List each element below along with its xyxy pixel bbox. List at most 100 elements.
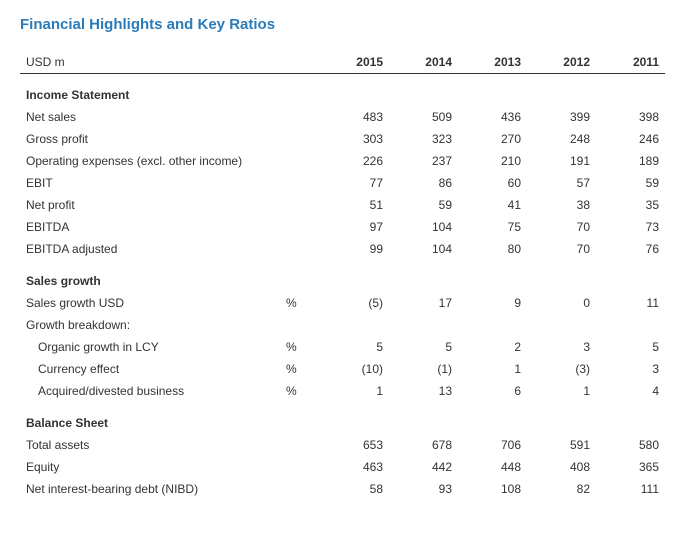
- col-year: 2015: [320, 51, 389, 74]
- row-unit: [280, 216, 320, 238]
- cell: 509: [389, 106, 458, 128]
- row-acquired-divested: Acquired/divested business % 1 13 6 1 4: [20, 380, 665, 402]
- cell: (3): [527, 358, 596, 380]
- cell: 86: [389, 172, 458, 194]
- section-heading: Balance Sheet: [20, 402, 665, 434]
- cell: 4: [596, 380, 665, 402]
- cell: 9: [458, 292, 527, 314]
- cell: 57: [527, 172, 596, 194]
- cell: (1): [389, 358, 458, 380]
- cell: 399: [527, 106, 596, 128]
- cell: 5: [596, 336, 665, 358]
- header-spacer: [280, 51, 320, 74]
- row-label: Organic growth in LCY: [20, 336, 280, 358]
- col-year: 2013: [458, 51, 527, 74]
- row-net-profit: Net profit 51 59 41 38 35: [20, 194, 665, 216]
- cell: 365: [596, 456, 665, 478]
- cell: 17: [389, 292, 458, 314]
- cell: 97: [320, 216, 389, 238]
- row-unit: [280, 478, 320, 500]
- row-label: Acquired/divested business: [20, 380, 280, 402]
- row-label: EBITDA: [20, 216, 280, 238]
- cell: 38: [527, 194, 596, 216]
- cell: 80: [458, 238, 527, 260]
- cell: 60: [458, 172, 527, 194]
- cell: 210: [458, 150, 527, 172]
- row-label: Currency effect: [20, 358, 280, 380]
- cell: 463: [320, 456, 389, 478]
- row-label: EBITDA adjusted: [20, 238, 280, 260]
- cell: 11: [596, 292, 665, 314]
- cell: (5): [320, 292, 389, 314]
- cell: 3: [527, 336, 596, 358]
- col-year: 2011: [596, 51, 665, 74]
- cell: 108: [458, 478, 527, 500]
- cell: 75: [458, 216, 527, 238]
- cell: 51: [320, 194, 389, 216]
- row-label: Net profit: [20, 194, 280, 216]
- cell: 303: [320, 128, 389, 150]
- table-header-row: USD m 2015 2014 2013 2012 2011: [20, 51, 665, 74]
- cell: 1: [527, 380, 596, 402]
- row-total-assets: Total assets 653 678 706 591 580: [20, 434, 665, 456]
- cell: 104: [389, 238, 458, 260]
- cell: 483: [320, 106, 389, 128]
- cell: 653: [320, 434, 389, 456]
- row-unit: [280, 456, 320, 478]
- section-income: Income Statement: [20, 74, 665, 107]
- cell: 70: [527, 238, 596, 260]
- cell: 442: [389, 456, 458, 478]
- cell: 678: [389, 434, 458, 456]
- cell: 591: [527, 434, 596, 456]
- row-gross-profit: Gross profit 303 323 270 248 246: [20, 128, 665, 150]
- row-ebitda: EBITDA 97 104 75 70 73: [20, 216, 665, 238]
- row-unit: [280, 150, 320, 172]
- row-label: Net sales: [20, 106, 280, 128]
- unit-label: USD m: [20, 51, 280, 74]
- cell: 70: [527, 216, 596, 238]
- cell: 580: [596, 434, 665, 456]
- row-equity: Equity 463 442 448 408 365: [20, 456, 665, 478]
- cell: 82: [527, 478, 596, 500]
- row-label: Net interest-bearing debt (NIBD): [20, 478, 280, 500]
- row-unit: [280, 106, 320, 128]
- cell: 226: [320, 150, 389, 172]
- cell: 6: [458, 380, 527, 402]
- row-ebit: EBIT 77 86 60 57 59: [20, 172, 665, 194]
- row-organic-growth: Organic growth in LCY % 5 5 2 3 5: [20, 336, 665, 358]
- row-sales-growth-usd: Sales growth USD % (5) 17 9 0 11: [20, 292, 665, 314]
- row-net-sales: Net sales 483 509 436 399 398: [20, 106, 665, 128]
- cell: 189: [596, 150, 665, 172]
- row-currency-effect: Currency effect % (10) (1) 1 (3) 3: [20, 358, 665, 380]
- row-unit: %: [280, 336, 320, 358]
- col-year: 2014: [389, 51, 458, 74]
- cell: 237: [389, 150, 458, 172]
- cell: 448: [458, 456, 527, 478]
- cell: 93: [389, 478, 458, 500]
- cell: 1: [458, 358, 527, 380]
- row-unit: [280, 238, 320, 260]
- row-label: EBIT: [20, 172, 280, 194]
- cell: 5: [389, 336, 458, 358]
- cell: 77: [320, 172, 389, 194]
- section-growth: Sales growth: [20, 260, 665, 292]
- cell: 270: [458, 128, 527, 150]
- cell: 191: [527, 150, 596, 172]
- row-ebitda-adj: EBITDA adjusted 99 104 80 70 76: [20, 238, 665, 260]
- cell: 59: [596, 172, 665, 194]
- cell: (10): [320, 358, 389, 380]
- row-unit: %: [280, 358, 320, 380]
- cell: 13: [389, 380, 458, 402]
- financial-table: USD m 2015 2014 2013 2012 2011 Income St…: [20, 51, 665, 500]
- row-unit: %: [280, 292, 320, 314]
- cell: 3: [596, 358, 665, 380]
- cell: 99: [320, 238, 389, 260]
- row-label: Equity: [20, 456, 280, 478]
- cell: 104: [389, 216, 458, 238]
- section-heading: Sales growth: [20, 260, 665, 292]
- cell: 58: [320, 478, 389, 500]
- row-unit: [280, 434, 320, 456]
- cell: 73: [596, 216, 665, 238]
- col-year: 2012: [527, 51, 596, 74]
- row-label: Total assets: [20, 434, 280, 456]
